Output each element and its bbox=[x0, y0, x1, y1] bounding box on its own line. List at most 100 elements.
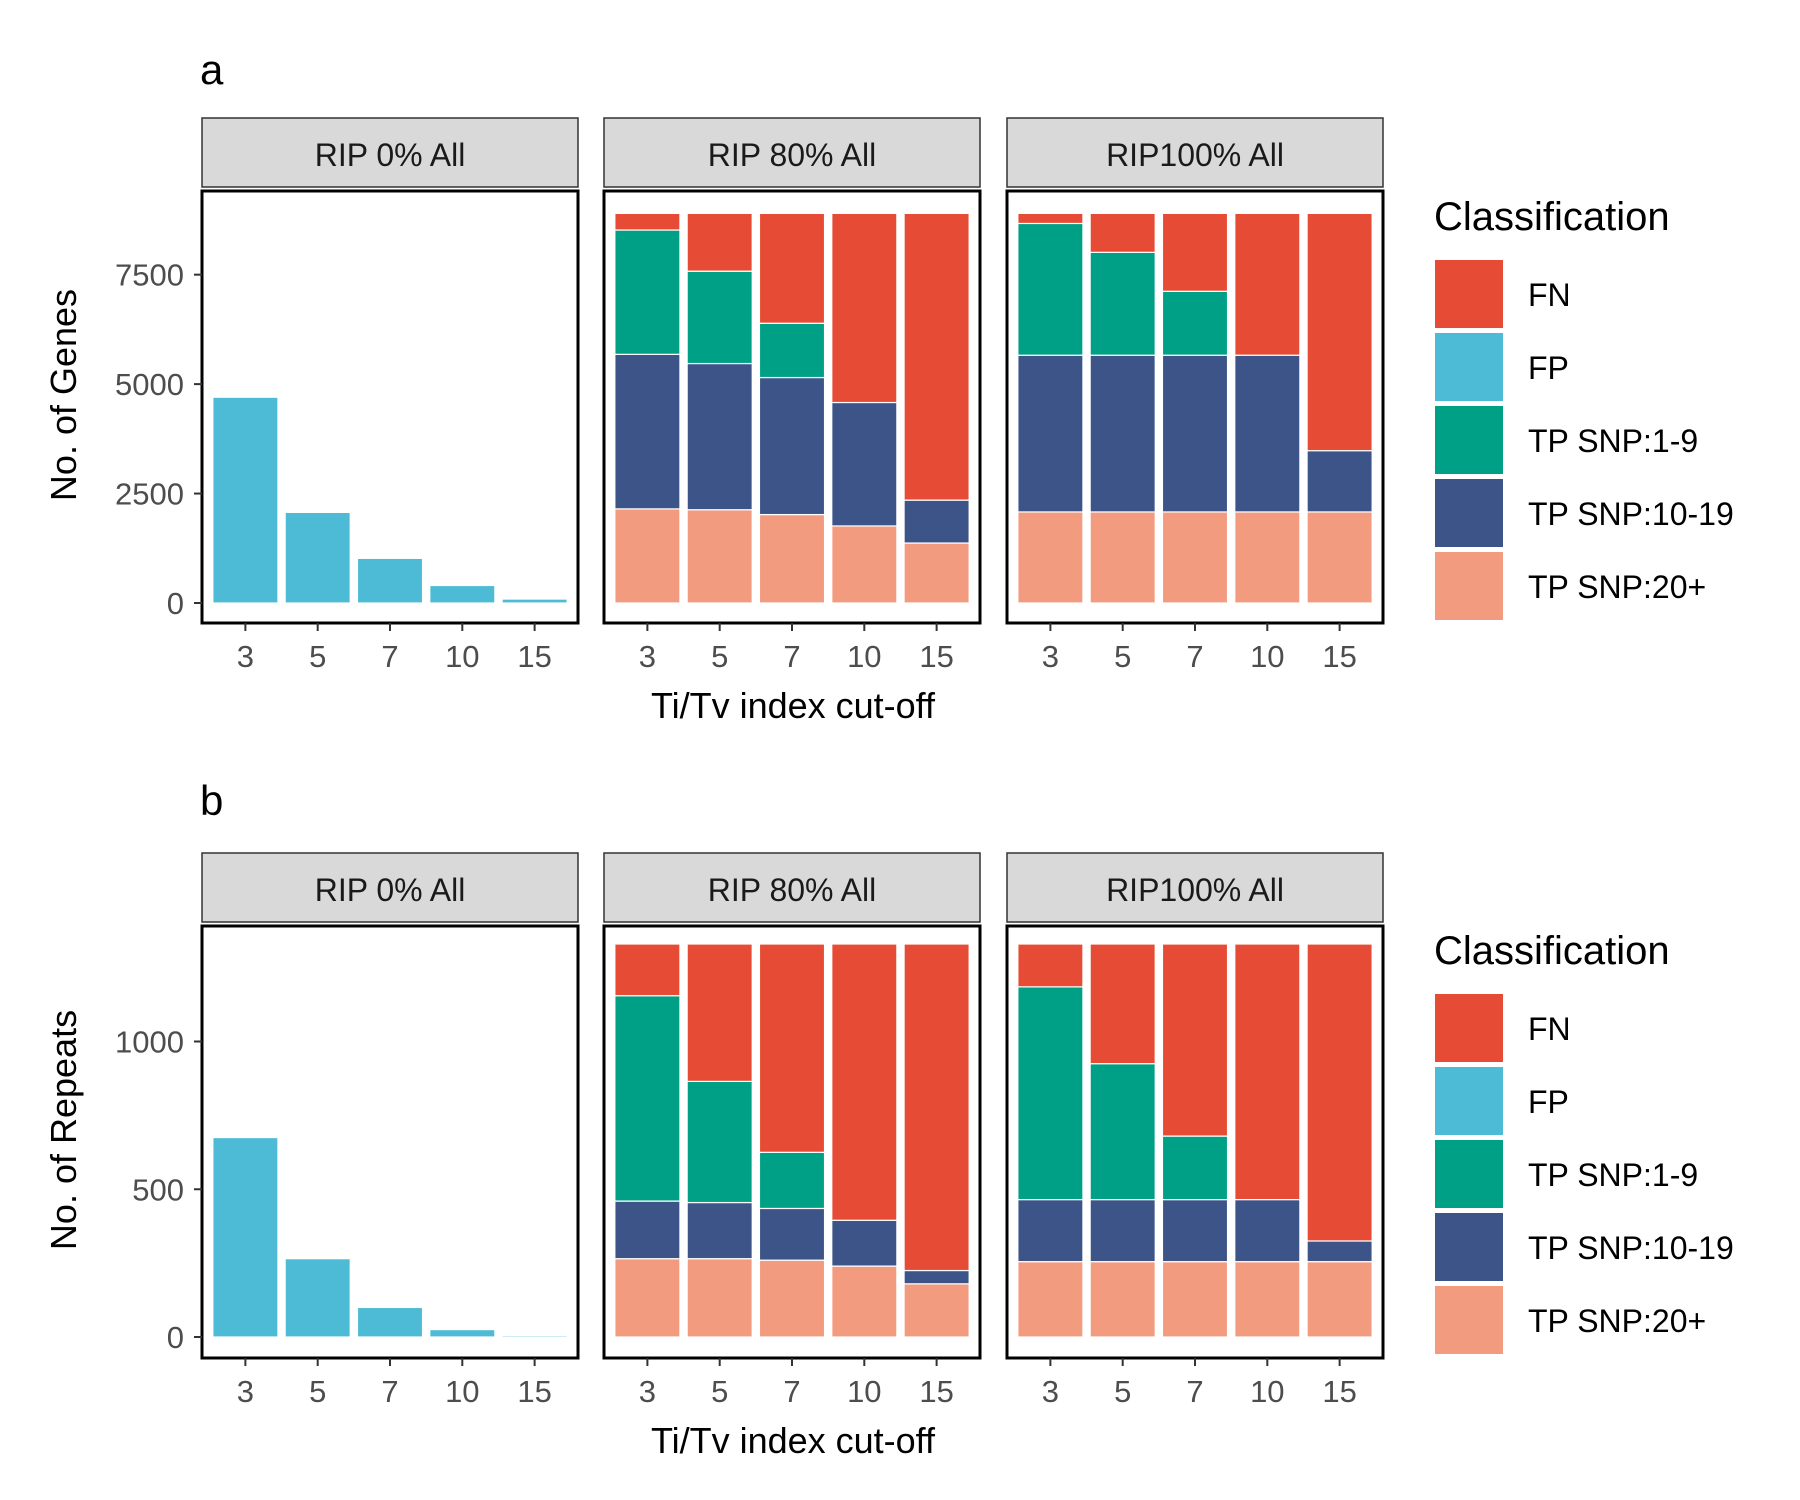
y-tick-label-a-5000: 5000 bbox=[115, 367, 184, 402]
bar-b-f2-10-tp-snp-20- bbox=[831, 1265, 898, 1338]
legend-label-a-tp1: TP SNP:1-9 bbox=[1528, 423, 1698, 459]
facet-label-a-3: RIP100% All bbox=[1106, 137, 1284, 173]
bar-b-f3-3-fn bbox=[1017, 943, 1084, 988]
facet-strip-a-3 bbox=[1006, 117, 1384, 188]
bar-a-f3-15-tp-snp-20- bbox=[1306, 511, 1373, 604]
legend-label-a-fn: FN bbox=[1528, 277, 1571, 313]
bar-a-f3-5-tp-snp-20- bbox=[1089, 511, 1156, 604]
bar-b-f3-5-tp-snp-1-9 bbox=[1089, 1063, 1156, 1201]
x-tick-label-a-1-7: 7 bbox=[381, 639, 398, 674]
y-tick-label-a-0: 0 bbox=[167, 586, 184, 621]
bar-a-f3-10-tp-snp-20- bbox=[1234, 511, 1301, 604]
bars-b-rip100 bbox=[1017, 943, 1373, 1338]
x-tick-label-a-1-10: 10 bbox=[445, 639, 479, 674]
bar-b-f3-15-tp-snp-20- bbox=[1306, 1261, 1373, 1338]
x-tick-label-a-2-10: 10 bbox=[847, 639, 881, 674]
bar-b-f3-3-tp-snp-1-9 bbox=[1017, 986, 1084, 1201]
facet-strip-b-1 bbox=[201, 852, 579, 923]
bar-a-f3-15-tp-snp-10-19 bbox=[1306, 450, 1373, 513]
facet-strip-a-1 bbox=[201, 117, 579, 188]
facet-strip-b-3 bbox=[1006, 852, 1384, 923]
bar-b-f3-7-tp-snp-20- bbox=[1161, 1261, 1229, 1338]
x-axis-title-genes: Ti/Tv index cut-off bbox=[651, 685, 936, 726]
legend-title-a: Classification bbox=[1434, 195, 1670, 239]
x-tick-label-a-3-3: 3 bbox=[1042, 639, 1059, 674]
y-axis-title-genes: No. of Genes bbox=[43, 289, 84, 501]
facet-strip-b-2 bbox=[603, 852, 981, 923]
legend-key-b-tp1 bbox=[1435, 1140, 1503, 1208]
x-tick-label-b-2-3: 3 bbox=[639, 1374, 656, 1409]
x-tick-label-a-2-5: 5 bbox=[711, 639, 728, 674]
bar-b-f2-7-fn bbox=[758, 943, 826, 1153]
bar-a-f2-7-tp-snp-10-19 bbox=[758, 376, 826, 516]
bar-b-f3-7-tp-snp-1-9 bbox=[1161, 1135, 1229, 1201]
bar-a-f3-7-fn bbox=[1161, 212, 1229, 292]
x-tick-label-b-2-15: 15 bbox=[919, 1374, 953, 1409]
legend-key-b-tp20 bbox=[1435, 1286, 1503, 1354]
bar-b-f1-5-fp bbox=[284, 1258, 351, 1338]
bar-b-f2-7-tp-snp-1-9 bbox=[758, 1151, 826, 1210]
bar-a-f2-3-tp-snp-10-19 bbox=[614, 353, 681, 510]
panel-letter-a: a bbox=[200, 46, 224, 93]
bar-b-f2-15-tp-snp-10-19 bbox=[903, 1269, 970, 1285]
bar-b-f2-5-fn bbox=[686, 943, 753, 1082]
figure-b: b No. of Repeats Ti/Tv index cut-off RIP… bbox=[43, 777, 1734, 1461]
legend-label-a-tp10: TP SNP:10-19 bbox=[1528, 496, 1734, 532]
x-tick-label-a-2-15: 15 bbox=[919, 639, 953, 674]
bar-b-f3-7-tp-snp-10-19 bbox=[1161, 1198, 1229, 1263]
bar-a-f2-5-tp-snp-10-19 bbox=[686, 362, 753, 511]
figure-a: a No. of Genes Ti/Tv index cut-off RIP 0… bbox=[43, 46, 1734, 726]
bar-b-f1-15-fp bbox=[501, 1334, 568, 1338]
facet-label-b-3: RIP100% All bbox=[1106, 872, 1284, 908]
bars-a-rip0 bbox=[212, 396, 568, 604]
bar-a-f1-15-fp bbox=[501, 598, 568, 604]
bars-b-rip80 bbox=[614, 943, 970, 1338]
axes-b: 3 5 7 10 15 3 5 7 10 15 3 5 7 10 15 0 500 1000 bbox=[115, 1025, 1357, 1409]
y-tick-label-a-2500: 2500 bbox=[115, 477, 184, 512]
bar-a-f3-3-tp-snp-20- bbox=[1017, 511, 1084, 604]
x-tick-label-b-3-10: 10 bbox=[1250, 1374, 1284, 1409]
legend-a: Classification FN FP TP SNP:1-9 TP SNP:1… bbox=[1434, 195, 1734, 620]
bar-b-f3-3-tp-snp-10-19 bbox=[1017, 1198, 1084, 1263]
legend-b: Classification FN FP TP SNP:1-9 TP SNP:1… bbox=[1434, 929, 1734, 1354]
bar-a-f3-3-tp-snp-1-9 bbox=[1017, 222, 1084, 356]
x-tick-label-b-2-7: 7 bbox=[783, 1374, 800, 1409]
x-tick-label-a-1-5: 5 bbox=[309, 639, 326, 674]
axes-a: 3 5 7 10 15 3 5 7 10 15 3 5 7 10 15 0 2500 5000 7500 bbox=[115, 258, 1357, 674]
bar-b-f1-7-fp bbox=[356, 1306, 424, 1338]
bar-a-f1-5-fp bbox=[284, 511, 351, 604]
bar-b-f2-7-tp-snp-10-19 bbox=[758, 1207, 826, 1261]
bar-a-f3-15-fn bbox=[1306, 212, 1373, 452]
legend-label-b-fn: FN bbox=[1528, 1011, 1571, 1047]
bars-a-rip80 bbox=[614, 212, 970, 604]
legend-key-a-fp bbox=[1435, 333, 1503, 401]
bar-b-f2-15-fn bbox=[903, 943, 970, 1272]
bar-a-f3-5-tp-snp-10-19 bbox=[1089, 354, 1156, 513]
legend-label-b-tp10: TP SNP:10-19 bbox=[1528, 1230, 1734, 1266]
legend-label-a-tp20: TP SNP:20+ bbox=[1528, 569, 1706, 605]
bar-b-f1-10-fp bbox=[429, 1329, 496, 1338]
bar-a-f2-10-tp-snp-20- bbox=[831, 525, 898, 604]
facet-label-a-2: RIP 80% All bbox=[708, 137, 876, 173]
legend-label-b-fp: FP bbox=[1528, 1084, 1569, 1120]
bar-b-f3-7-fn bbox=[1161, 943, 1229, 1137]
bar-b-f2-10-tp-snp-10-19 bbox=[831, 1219, 898, 1267]
x-tick-label-b-3-3: 3 bbox=[1042, 1374, 1059, 1409]
x-tick-label-a-1-3: 3 bbox=[237, 639, 254, 674]
x-tick-label-a-3-5: 5 bbox=[1114, 639, 1131, 674]
legend-key-a-fn bbox=[1435, 260, 1503, 328]
bar-b-f2-10-fn bbox=[831, 943, 898, 1221]
legend-key-b-tp10 bbox=[1435, 1213, 1503, 1281]
legend-key-a-tp1 bbox=[1435, 406, 1503, 474]
legend-key-b-fp bbox=[1435, 1067, 1503, 1135]
x-tick-label-a-2-7: 7 bbox=[783, 639, 800, 674]
bar-b-f2-3-tp-snp-10-19 bbox=[614, 1200, 681, 1260]
bar-a-f3-7-tp-snp-20- bbox=[1161, 511, 1229, 604]
bar-a-f3-10-tp-snp-10-19 bbox=[1234, 354, 1301, 513]
x-tick-label-a-1-15: 15 bbox=[517, 639, 551, 674]
x-tick-label-a-3-10: 10 bbox=[1250, 639, 1284, 674]
x-tick-label-b-2-10: 10 bbox=[847, 1374, 881, 1409]
facet-label-b-1: RIP 0% All bbox=[315, 872, 466, 908]
bar-a-f3-7-tp-snp-1-9 bbox=[1161, 290, 1229, 356]
bar-a-f2-10-tp-snp-10-19 bbox=[831, 401, 898, 527]
